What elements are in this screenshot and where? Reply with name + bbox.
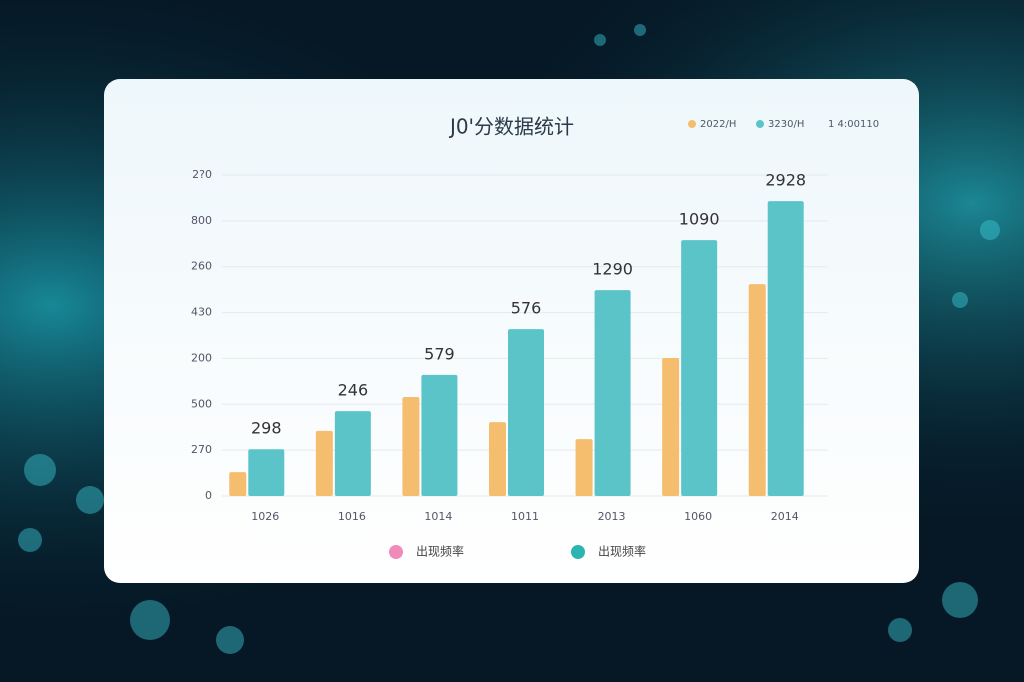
bar xyxy=(681,240,718,496)
legend-label: 3230/H xyxy=(768,119,804,130)
legend-label: 出现频率 xyxy=(416,544,464,559)
bar xyxy=(594,290,631,496)
y-tick-label: 500 xyxy=(191,397,212,410)
legend-marker xyxy=(756,120,764,128)
legend-marker xyxy=(571,545,585,559)
bar xyxy=(508,329,544,496)
y-tick-label: 430 xyxy=(191,306,212,319)
x-tick-label: 1026 xyxy=(251,510,279,523)
bar xyxy=(315,430,333,496)
bar xyxy=(248,449,285,496)
data-label: 298 xyxy=(251,419,282,438)
bar xyxy=(662,357,680,496)
x-tick-label: 2014 xyxy=(771,510,799,523)
data-label: 576 xyxy=(511,299,542,318)
x-tick-label: 1014 xyxy=(424,510,452,523)
bar xyxy=(334,411,371,496)
bar xyxy=(421,374,458,496)
y-tick-label: 260 xyxy=(191,260,212,273)
data-label: 1090 xyxy=(679,210,720,229)
data-label: 579 xyxy=(424,344,455,363)
x-tick-label: 1016 xyxy=(338,510,366,523)
x-tick-label: 1011 xyxy=(511,510,539,523)
bar xyxy=(748,284,766,496)
y-tick-label: 0 xyxy=(205,489,212,502)
data-label: 2928 xyxy=(765,171,806,190)
y-tick-label: 200 xyxy=(191,351,212,364)
y-tick-label: 800 xyxy=(191,214,212,227)
data-label: 246 xyxy=(338,381,369,400)
legend-marker xyxy=(389,545,403,559)
bar xyxy=(489,422,506,496)
y-tick-label: 270 xyxy=(191,443,212,456)
legend-label: 出现频率 xyxy=(598,544,646,559)
bar xyxy=(575,439,593,496)
bar xyxy=(229,472,247,496)
bar xyxy=(402,396,420,496)
y-tick-label: 2?0 xyxy=(192,168,212,181)
decor-dots xyxy=(18,24,1000,654)
data-label: 1290 xyxy=(592,260,633,279)
chart-title: J0'分数据统计 xyxy=(448,115,574,139)
legend-label: 2022/H xyxy=(700,119,736,130)
bar xyxy=(767,201,804,497)
x-tick-label: 1060 xyxy=(684,510,712,523)
legend-note: 1 4:00110 xyxy=(828,119,879,130)
legend-marker xyxy=(688,120,696,128)
x-tick-label: 2013 xyxy=(598,510,626,523)
